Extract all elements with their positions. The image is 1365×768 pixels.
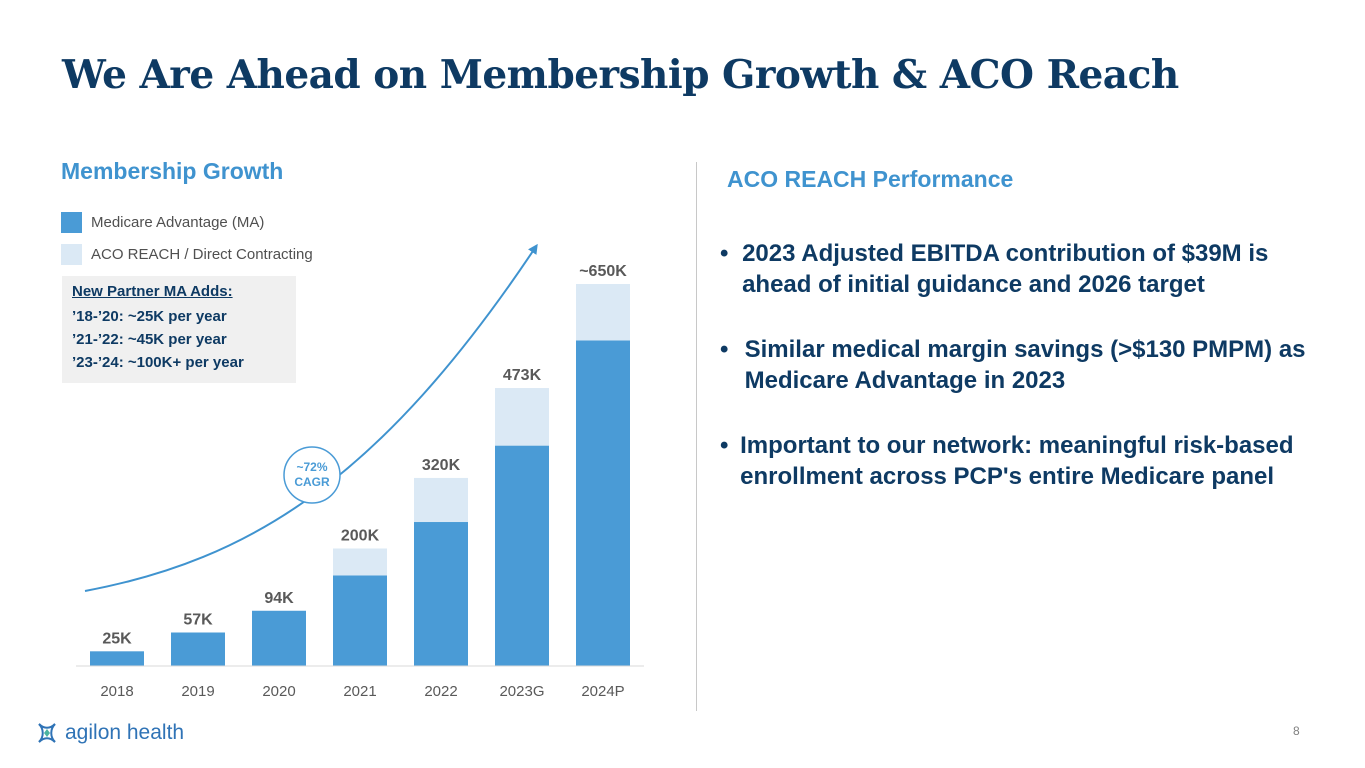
bar-ma-2022 [414, 522, 468, 666]
legend-swatch-ma [61, 211, 82, 233]
membership-growth-title: Membership Growth [61, 158, 284, 184]
bar-total-label: 25K [102, 630, 132, 647]
bar-aco-2024P [576, 284, 630, 341]
note-line: ’23-’24: ~100K+ per year [72, 354, 244, 371]
cagr-badge: ~72% CAGR [283, 446, 341, 504]
legend-item-ma: Medicare Advantage (MA) [61, 211, 264, 233]
x-tick-label: 2018 [100, 683, 133, 700]
bar-ma-2018 [90, 651, 144, 666]
legend-item-aco: ACO REACH / Direct Contracting [61, 243, 313, 265]
bar-ma-2020 [252, 610, 306, 666]
bullet-item: • Important to our network: meaningful r… [720, 430, 1320, 492]
bar-ma-2019 [171, 632, 225, 666]
page-title: We Are Ahead on Membership Growth & ACO … [62, 52, 1179, 98]
bar-ma-2021 [333, 575, 387, 666]
agilon-logo: agilon health [35, 720, 184, 746]
legend-swatch-aco [61, 243, 82, 265]
aco-bullets: • 2023 Adjusted EBITDA contribution of $… [720, 238, 1320, 526]
membership-chart: 25K 57K 94K 200K 320K 473K ~650K 2018 2019 2020 2… [76, 243, 644, 700]
bullet-text: Similar medical margin savings (>$130 PM… [744, 336, 1306, 394]
legend-label-ma: Medicare Advantage (MA) [91, 213, 265, 231]
cagr-line1: ~72% [296, 460, 327, 474]
bullet-item: • Similar medical margin savings (>$130 … [720, 334, 1320, 396]
note-line: ’18-’20: ~25K per year [72, 308, 227, 325]
x-tick-label: 2024P [581, 683, 624, 700]
bar-total-label: 473K [503, 367, 542, 384]
bar-ma-2024P [576, 340, 630, 666]
note-line: ’21-’22: ~45K per year [72, 331, 227, 348]
legend-label-aco: ACO REACH / Direct Contracting [91, 245, 313, 263]
logo-text: agilon health [65, 721, 185, 744]
x-tick-label: 2022 [424, 683, 457, 700]
bar-total-label: 320K [422, 457, 461, 474]
bar-aco-2021 [333, 548, 387, 576]
bullet-text: 2023 Adjusted EBITDA contribution of $39… [742, 240, 1269, 298]
agilon-logo-icon [38, 723, 56, 743]
bar-total-label: 94K [264, 590, 294, 607]
bullet-item: • 2023 Adjusted EBITDA contribution of $… [720, 238, 1320, 300]
bullet-text: Important to our network: meaningful ris… [740, 432, 1294, 490]
x-tick-label: 2020 [262, 683, 295, 700]
cagr-line2: CAGR [294, 475, 330, 489]
bar-aco-2022 [414, 477, 468, 523]
bar-total-label: 57K [183, 612, 213, 629]
x-tick-label: 2019 [181, 683, 214, 700]
new-partner-note: New Partner MA Adds: ’18-’20: ~25K per y… [62, 276, 296, 383]
x-tick-label: 2021 [343, 683, 376, 700]
bullet-marker: • [720, 240, 729, 267]
section-divider [696, 162, 697, 711]
bar-total-label: ~650K [579, 263, 627, 280]
bar-ma-2023G [495, 445, 549, 666]
bullet-marker: • [720, 432, 729, 459]
aco-reach-title: ACO REACH Performance [727, 166, 1014, 192]
bar-aco-2023G [495, 388, 549, 446]
note-heading: New Partner MA Adds: [72, 283, 233, 300]
bullet-marker: • [720, 336, 729, 363]
bar-total-label: 200K [341, 527, 380, 544]
page-number: 8 [1293, 724, 1300, 738]
x-tick-label: 2023G [499, 683, 544, 700]
